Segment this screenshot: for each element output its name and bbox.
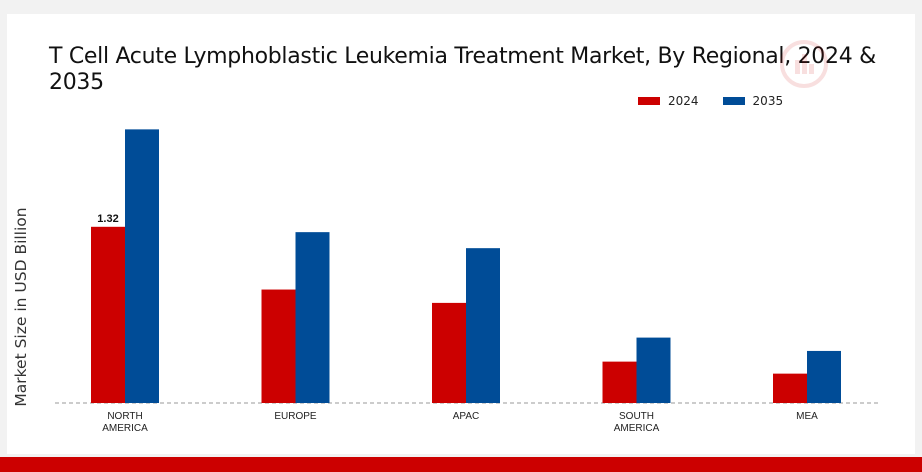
bar-2024-europe [261,289,296,403]
legend-item-2024: 2024 [638,94,699,108]
bar-2035-south-america [636,337,671,403]
legend-swatch-2035 [722,97,745,105]
legend-swatch-2024 [638,97,660,105]
bottom-accent-bar [0,457,922,472]
bar-2024-apac [432,302,466,403]
chart-title: T Cell Acute Lymphoblastic Leukemia Trea… [49,44,876,95]
bar-2035-apac [466,248,500,403]
bar-2035-mea [807,350,841,403]
legend-label-2035: 2035 [752,94,784,108]
watermark-logo-icon [778,38,830,90]
x-tick-label: SOUTH AMERICA [614,411,660,434]
bar-2035-europe [295,232,330,403]
x-tick-label: NORTH AMERICA [102,411,148,434]
legend-label-2024: 2024 [668,94,699,108]
bar-2024-north-america [91,226,125,403]
x-tick-label: EUROPE [274,411,317,422]
bar-2024-mea [773,373,807,403]
chart-legend: 2024 2035 [638,94,807,108]
legend-item-2035: 2035 [722,94,784,108]
x-tick-label: APAC [453,411,480,422]
data-label: 1.32 [97,213,118,225]
bar-2035-north-america [125,129,159,403]
bar-2024-south-america [602,361,637,403]
x-tick-label: MEA [796,411,818,422]
